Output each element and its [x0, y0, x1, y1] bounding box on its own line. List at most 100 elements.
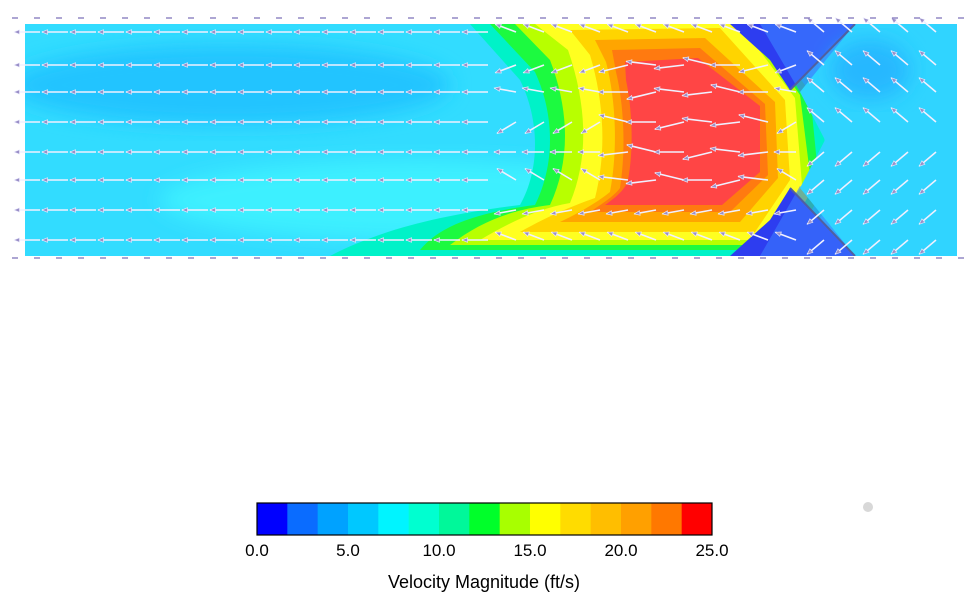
velocity-arrow-head: [806, 160, 814, 167]
velocity-arrow-head: [597, 152, 605, 158]
velocity-arrow-head: [237, 149, 244, 155]
velocity-arrow-head: [918, 17, 926, 24]
velocity-arrow-head: [580, 168, 588, 175]
velocity-arrow-head: [433, 62, 440, 68]
velocity-arrow-head: [862, 248, 870, 255]
plate-upper: [789, 24, 856, 91]
velocity-arrow-head: [737, 89, 744, 95]
velocity-arrow-head: [709, 122, 717, 128]
velocity-arrow-head: [41, 89, 48, 95]
velocity-arrow-head: [662, 23, 670, 29]
velocity-arrow-head: [181, 177, 188, 183]
velocity-arrow-head: [862, 107, 870, 114]
velocity-arrow-head: [681, 92, 689, 98]
colorbar-band: [590, 503, 622, 535]
velocity-arrow-head: [718, 231, 726, 237]
velocity-arrow-head: [862, 77, 870, 84]
velocity-arrow-head: [578, 68, 586, 74]
velocity-arrow-head: [349, 177, 356, 183]
contour-downstream-blob: [830, 40, 910, 100]
velocity-arrow-head: [181, 207, 188, 213]
velocity-arrow-head: [862, 188, 870, 195]
velocity-arrow-head: [494, 23, 502, 29]
velocity-arrow-head: [13, 177, 20, 183]
velocity-arrow-head: [681, 116, 689, 122]
velocity-arrow-head: [774, 231, 782, 237]
velocity-arrow-head: [293, 237, 300, 243]
velocity-arrow-head: [717, 210, 725, 216]
colorbar-tick-label: 25.0: [695, 541, 728, 560]
velocity-arrow-head: [918, 77, 926, 84]
velocity-arrow-head: [209, 62, 216, 68]
velocity-arrow-head: [580, 127, 588, 134]
velocity-arrow-head: [97, 89, 104, 95]
velocity-arrow-head: [433, 89, 440, 95]
velocity-arrow-head: [598, 113, 606, 120]
velocity-arrow-head: [349, 62, 356, 68]
velocity-arrow-head: [552, 127, 560, 134]
velocity-arrow-head: [625, 180, 633, 186]
velocity-arrow-head: [181, 29, 188, 35]
velocity-arrow-head: [738, 113, 746, 120]
velocity-arrow-head: [461, 62, 468, 68]
velocity-arrow-head: [626, 94, 634, 101]
velocity-arrow-head: [377, 89, 384, 95]
velocity-arrow-head: [349, 207, 356, 213]
velocity-arrow-head: [496, 127, 504, 134]
velocity-arrow-head: [209, 29, 216, 35]
velocity-arrow-head: [181, 237, 188, 243]
velocity-arrow-head: [806, 17, 814, 24]
colorbar-band: [651, 503, 683, 535]
velocity-arrow-head: [746, 231, 754, 237]
velocity-arrow-head: [461, 29, 468, 35]
velocity-arrow-head: [550, 68, 558, 74]
colorbar-tick-label: 0.0: [245, 541, 269, 560]
velocity-arrow-head: [265, 62, 272, 68]
velocity-arrow-head: [773, 149, 780, 155]
velocity-arrow-head: [653, 86, 661, 92]
velocity-arrow-head: [710, 83, 718, 90]
velocity-arrow-head: [181, 149, 188, 155]
velocity-arrow-head: [890, 188, 898, 195]
velocity-arrow-head: [494, 231, 502, 237]
velocity-arrow-head: [834, 107, 842, 114]
colorbar-tick-label: 10.0: [422, 541, 455, 560]
velocity-arrow-head: [577, 210, 585, 216]
velocity-arrow-head: [377, 177, 384, 183]
velocity-arrow-head: [521, 210, 529, 216]
velocity-arrow-head: [653, 149, 660, 155]
velocity-arrow-head: [834, 160, 842, 167]
velocity-arrow-head: [461, 177, 468, 183]
velocity-arrow-head: [125, 119, 132, 125]
velocity-arrow-head: [806, 50, 814, 57]
velocity-arrow-head: [890, 248, 898, 255]
velocity-arrow-head: [405, 177, 412, 183]
velocity-arrow-head: [349, 149, 356, 155]
colorbar-band: [499, 503, 531, 535]
velocity-arrow-head: [682, 56, 690, 63]
colorbar-band: [530, 503, 561, 535]
velocity-arrow-head: [349, 29, 356, 35]
velocity-arrow-head: [97, 29, 104, 35]
velocity-arrow-head: [690, 23, 698, 29]
colorbar-band: [439, 503, 470, 535]
colorbar-band: [560, 503, 592, 535]
velocity-arrow-head: [13, 237, 20, 243]
velocity-arrow-head: [377, 119, 384, 125]
velocity-arrow-head: [377, 29, 384, 35]
velocity-arrow-head: [653, 65, 661, 71]
velocity-arrow-head: [13, 62, 20, 68]
velocity-arrow-head: [461, 89, 468, 95]
velocity-arrow-head: [321, 177, 328, 183]
velocity-arrow-head: [634, 23, 642, 29]
velocity-arrow-head: [321, 119, 328, 125]
velocity-arrow-head: [461, 119, 468, 125]
velocity-arrow-head: [153, 207, 160, 213]
velocity-arrow-head: [890, 160, 898, 167]
velocity-arrow-head: [13, 149, 20, 155]
velocity-arrow-head: [834, 17, 842, 24]
velocity-arrow-head: [597, 89, 604, 95]
velocity-arrow-head: [153, 177, 160, 183]
velocity-arrow-head: [774, 23, 782, 29]
velocity-arrow-head: [153, 89, 160, 95]
